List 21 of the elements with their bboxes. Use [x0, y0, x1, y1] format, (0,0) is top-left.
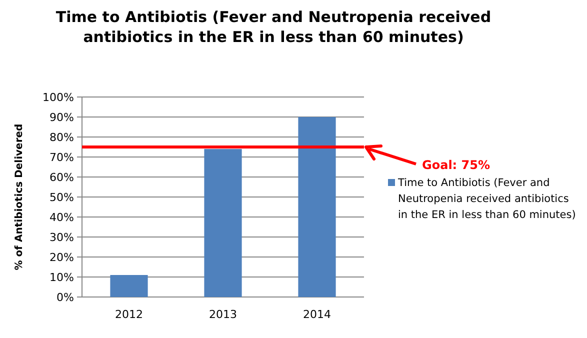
- y-tick-label: 70%: [50, 150, 74, 164]
- ref-line-label: Goal: 75%: [422, 158, 490, 172]
- y-tick-label: 20%: [50, 250, 74, 264]
- legend-label: Time to Antibiotis (Fever and Neutropenia received antibiotics in the ER in less than 60 minutes): [397, 177, 576, 221]
- y-tick-label: 80%: [50, 130, 74, 144]
- chart-title: Time to Antibiotis (Fever and Neutropenia received antibiotics in the ER in less than 60 minutes): [56, 8, 492, 46]
- y-tick-label: 0%: [56, 290, 74, 304]
- y-tick-label: 100%: [42, 90, 74, 104]
- bar: [298, 117, 336, 297]
- y-tick-label: 50%: [50, 190, 74, 204]
- x-tick-label: 2012: [115, 308, 143, 321]
- y-axis-title: % of Antibiotics Delivered: [14, 124, 25, 270]
- bar: [204, 149, 242, 297]
- y-tick-label: 90%: [50, 110, 74, 124]
- x-tick-label: 2013: [209, 308, 237, 321]
- y-tick-label: 40%: [50, 210, 74, 224]
- x-tick-label: 2014: [303, 308, 331, 321]
- y-tick-label: 30%: [50, 230, 74, 244]
- y-tick-label: 60%: [50, 170, 74, 184]
- bar: [110, 275, 148, 297]
- y-tick-label: 10%: [50, 270, 74, 284]
